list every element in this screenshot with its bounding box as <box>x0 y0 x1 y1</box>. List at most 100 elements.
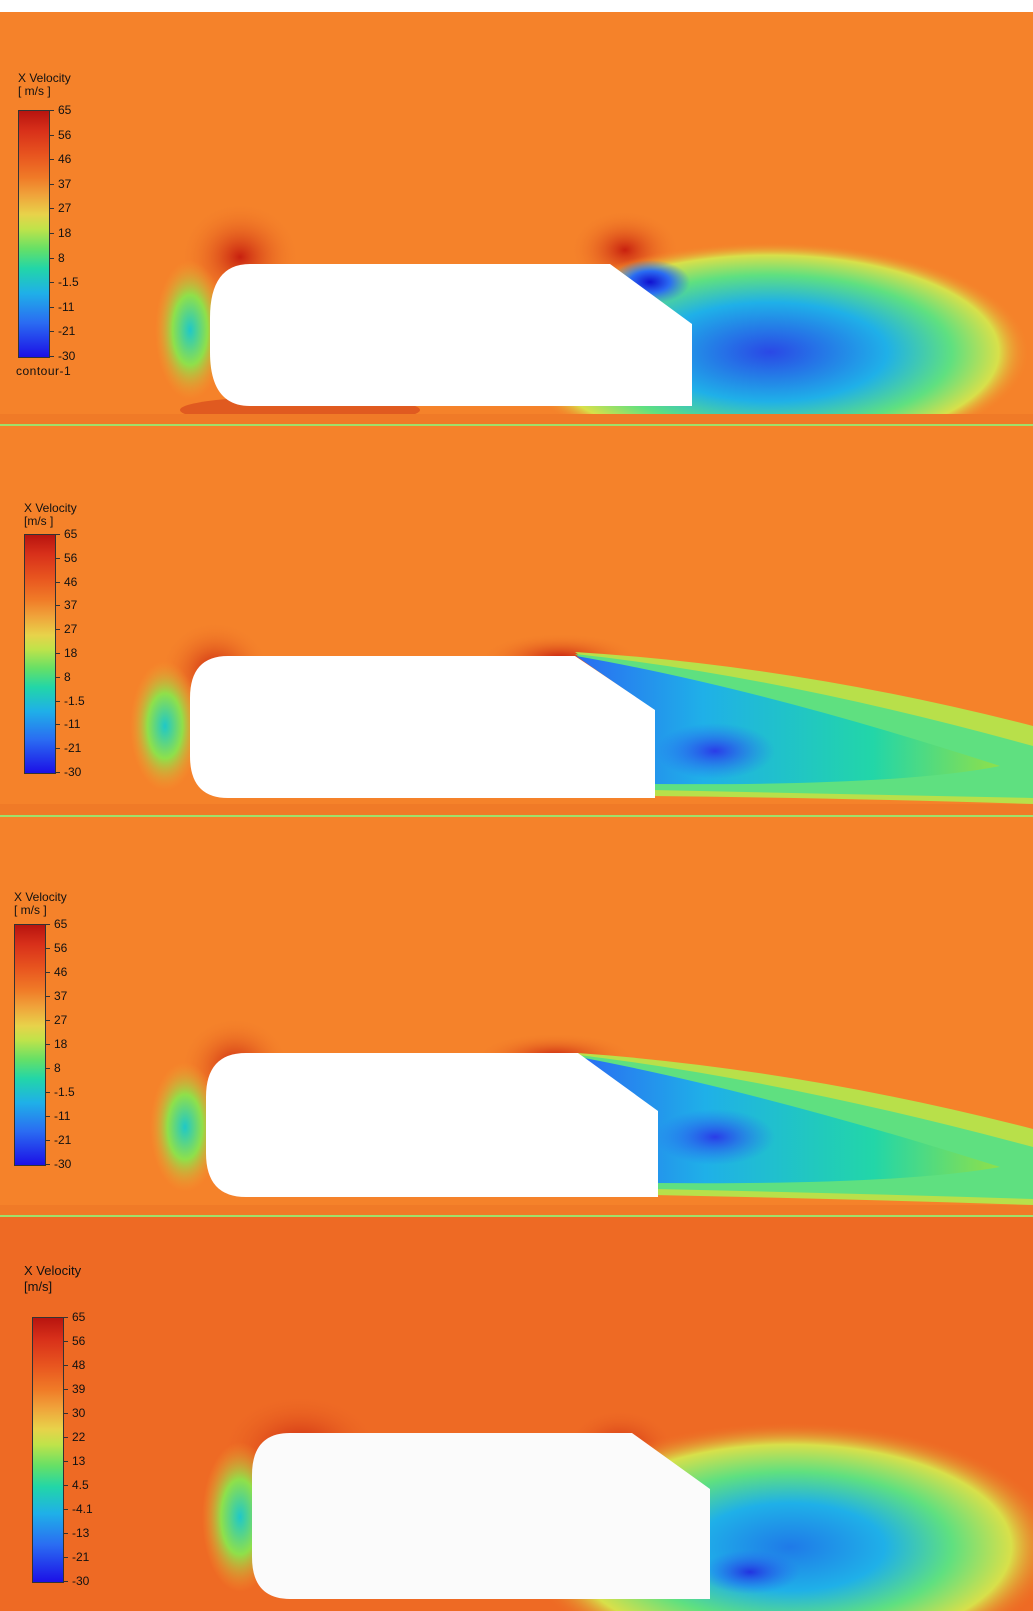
legend-tick-label: -21 <box>72 1550 90 1564</box>
legend-tick-mark <box>45 1140 50 1141</box>
color-legend-2: X Velocity [m/s ] 65 56 46 37 27 18 8 -1.5 -11 -2… <box>24 502 104 792</box>
legend-tick-mark <box>49 306 54 308</box>
legend-tick-mark <box>55 629 60 631</box>
contour-panel-1: X Velocity [ m/s ] contour-1 65 56 46 37 27 1… <box>0 12 1033 426</box>
legend-tick-mark <box>49 183 54 185</box>
legend-tick-label: -30 <box>72 1574 90 1588</box>
legend-tick-mark <box>63 1485 68 1486</box>
legend-tick-mark <box>55 724 60 726</box>
legend-tick-label: 65 <box>54 917 68 931</box>
legend-tick-label: 56 <box>72 1334 86 1348</box>
legend-tick-mark <box>63 1581 68 1582</box>
legend-tick-label: 65 <box>72 1310 86 1324</box>
legend-tick-mark <box>45 1020 50 1021</box>
legend-tick-mark <box>45 1164 50 1165</box>
contour-panel-3: X Velocity [ m/s ] 65 56 46 37 27 18 8 -1.5 -11 -… <box>0 817 1033 1217</box>
legend-tick-mark <box>55 605 60 607</box>
legend-colorbar <box>14 924 46 1166</box>
legend-tick-label: 46 <box>54 965 68 979</box>
legend-tick-mark <box>55 772 60 773</box>
legend-tick-mark <box>63 1341 68 1342</box>
velocity-field-2 <box>0 426 1033 816</box>
legend-tick-label: 18 <box>54 1037 68 1051</box>
color-legend-1: X Velocity [ m/s ] contour-1 65 56 46 37 27 1… <box>16 72 98 392</box>
legend-tick-mark <box>45 1116 50 1117</box>
legend-tick-mark <box>49 331 54 333</box>
legend-tick-label: -21 <box>58 324 76 339</box>
legend-tick-label: 18 <box>64 646 78 660</box>
legend-tick-mark <box>45 972 50 973</box>
legend-tick-mark <box>55 557 60 559</box>
legend-tick-label: 37 <box>58 176 72 191</box>
velocity-field-1 <box>0 12 1033 426</box>
legend-tick-mark <box>45 1092 50 1093</box>
legend-tick-label: 46 <box>58 152 72 167</box>
legend-colorbar <box>18 110 50 358</box>
legend-tick-label: 39 <box>72 1382 86 1396</box>
legend-tick-label: 27 <box>64 622 78 637</box>
legend-tick-label: 8 <box>54 1061 61 1075</box>
legend-tick-mark <box>49 233 54 234</box>
legend-tick-label: -30 <box>64 765 82 779</box>
legend-tick-label: 37 <box>54 989 68 1003</box>
color-legend-4: X Velocity [m/s] 65 56 48 39 30 22 13 4.5 -4.1 -1… <box>24 1263 114 1603</box>
legend-tick-label: 4.5 <box>72 1478 89 1492</box>
legend-tick-mark <box>45 996 50 997</box>
legend-tick-mark <box>63 1509 68 1510</box>
legend-tick-label: 56 <box>58 127 72 142</box>
legend-tick-mark <box>63 1413 68 1414</box>
legend-tick-mark <box>55 581 60 583</box>
legend-tick-label: 48 <box>72 1358 86 1372</box>
legend-tick-label: 65 <box>64 527 78 541</box>
legend-tick-label: 46 <box>64 574 78 589</box>
legend-tick-mark <box>49 110 54 111</box>
legend-tick-mark <box>45 948 50 949</box>
legend-tick-mark <box>63 1389 68 1390</box>
contour-panel-2: X Velocity [m/s ] 65 56 46 37 27 18 8 -1.5 -11 -2… <box>0 426 1033 816</box>
legend-tick-label: 56 <box>64 550 78 565</box>
legend-tick-mark <box>55 748 60 750</box>
legend-tick-mark <box>63 1317 68 1318</box>
legend-tick-label: -4.1 <box>72 1502 93 1516</box>
legend-tick-mark <box>63 1365 68 1366</box>
legend-tick-label: 65 <box>58 103 72 117</box>
legend-tick-label: -11 <box>54 1109 71 1123</box>
legend-tick-mark <box>63 1461 68 1462</box>
legend-tick-label: 27 <box>54 1013 68 1027</box>
legend-tick-mark <box>49 159 54 161</box>
legend-tick-mark <box>55 653 60 654</box>
legend-tick-mark <box>49 356 54 357</box>
legend-title: X Velocity [m/s ] <box>24 501 77 528</box>
panel-divider <box>0 424 1033 426</box>
legend-tick-label: -30 <box>58 349 76 363</box>
legend-tick-mark <box>55 534 60 535</box>
panel-divider <box>0 1215 1033 1217</box>
legend-tick-label: 27 <box>58 201 72 216</box>
legend-tick-mark <box>49 208 54 210</box>
legend-tick-label: -21 <box>64 741 82 756</box>
legend-tick-mark <box>49 257 54 259</box>
legend-tick-mark <box>63 1533 68 1534</box>
legend-caption: contour-1 <box>16 364 72 378</box>
legend-tick-mark <box>49 282 54 284</box>
legend-tick-label: 8 <box>58 250 65 265</box>
legend-tick-label: 8 <box>64 669 71 684</box>
legend-tick-label: -1.5 <box>54 1085 75 1099</box>
legend-tick-label: -21 <box>54 1133 72 1147</box>
legend-tick-label: -11 <box>58 299 75 314</box>
legend-tick-label: -1.5 <box>58 275 79 290</box>
contour-panel-4: X Velocity [m/s] 65 56 48 39 30 22 13 4.5 -4.1 -1… <box>0 1217 1033 1611</box>
legend-title: X Velocity [m/s] <box>24 1263 82 1294</box>
legend-tick-label: 13 <box>72 1454 86 1468</box>
panel-divider <box>0 815 1033 817</box>
legend-colorbar <box>24 534 56 774</box>
legend-tick-label: 22 <box>72 1430 86 1444</box>
legend-tick-mark <box>55 676 60 678</box>
legend-tick-mark <box>45 1044 50 1045</box>
legend-tick-mark <box>49 134 54 136</box>
legend-title: X Velocity [ m/s ] <box>14 890 67 917</box>
legend-tick-label: 37 <box>64 598 78 613</box>
legend-tick-label: 30 <box>72 1406 86 1420</box>
legend-tick-mark <box>45 924 50 925</box>
legend-tick-mark <box>45 1068 50 1069</box>
